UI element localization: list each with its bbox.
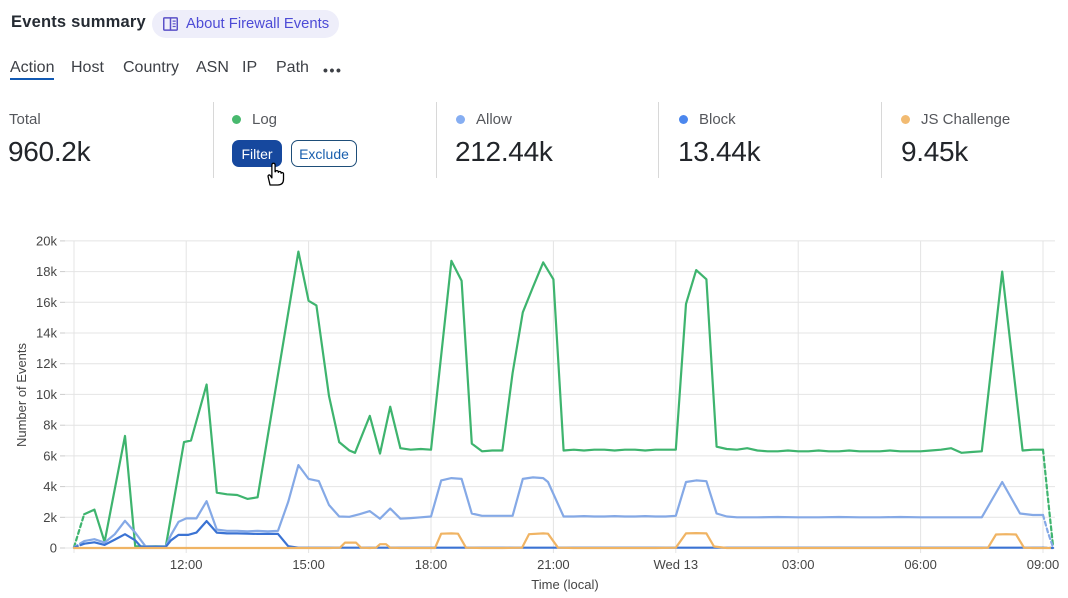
svg-text:Wed 13: Wed 13 <box>654 557 699 572</box>
svg-text:Number of Events: Number of Events <box>14 342 29 447</box>
svg-text:06:00: 06:00 <box>904 557 937 572</box>
svg-text:Time (local): Time (local) <box>531 577 598 592</box>
svg-text:8k: 8k <box>43 418 57 433</box>
svg-text:09:00: 09:00 <box>1027 557 1060 572</box>
svg-text:21:00: 21:00 <box>537 557 570 572</box>
svg-text:10k: 10k <box>36 387 57 402</box>
svg-text:15:00: 15:00 <box>292 557 325 572</box>
svg-text:12:00: 12:00 <box>170 557 203 572</box>
svg-text:12k: 12k <box>36 356 57 371</box>
svg-text:03:00: 03:00 <box>782 557 815 572</box>
svg-text:18k: 18k <box>36 264 57 279</box>
svg-text:4k: 4k <box>43 479 57 494</box>
svg-text:6k: 6k <box>43 448 57 463</box>
svg-text:18:00: 18:00 <box>415 557 448 572</box>
svg-text:14k: 14k <box>36 326 57 341</box>
svg-text:2k: 2k <box>43 510 57 525</box>
svg-text:0: 0 <box>50 541 57 556</box>
svg-text:20k: 20k <box>36 233 57 248</box>
svg-text:16k: 16k <box>36 295 57 310</box>
